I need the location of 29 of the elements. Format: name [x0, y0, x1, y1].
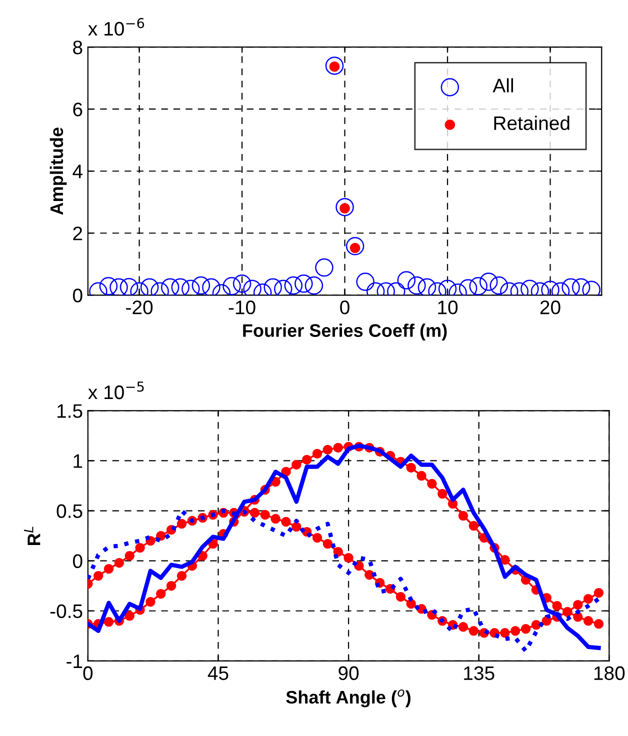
x-tick-label: 180 [594, 666, 625, 680]
y-tick-label: 1.5 [58, 404, 82, 418]
y-tick-label: 8 [73, 40, 82, 54]
x-tick-label: 0 [340, 300, 350, 314]
y-axis-title: R$^{L}$ [24, 526, 40, 545]
y-tick-label: 1 [74, 454, 82, 468]
x-tick-label: 45 [208, 666, 228, 680]
y-tick-label: 4 [72, 164, 82, 178]
legend-label: All [492, 78, 513, 92]
x-tick-label: 0 [83, 666, 93, 680]
x-tick-label: -20 [126, 300, 153, 314]
y-tick-label: 6 [73, 102, 82, 116]
y-tick-label: -1 [66, 654, 82, 668]
x-tick-label: 135 [464, 666, 494, 680]
y-tick-label: 2 [73, 226, 82, 240]
text: x 10$^{−5}$ [88, 382, 144, 400]
y-tick-label: 0 [73, 554, 82, 568]
y-tick-label: 0.5 [56, 504, 82, 518]
x-axis-title: Fourier Series Coeff (m) [243, 324, 447, 341]
x-tick-label: 10 [438, 300, 458, 314]
x-tick-label: 20 [540, 300, 560, 314]
x-tick-label: -10 [228, 300, 256, 314]
text: x 10$^{−6}$ [88, 18, 144, 36]
x-axis-title: Shaft Angle ($^{o}$) [286, 689, 410, 708]
y-axis-title: Amplitude [50, 128, 67, 215]
y-tick-label: 0 [73, 288, 82, 302]
y-tick-label: -0.5 [50, 604, 82, 618]
x-tick-label: 90 [338, 666, 359, 680]
legend-label: Retained [494, 116, 570, 130]
